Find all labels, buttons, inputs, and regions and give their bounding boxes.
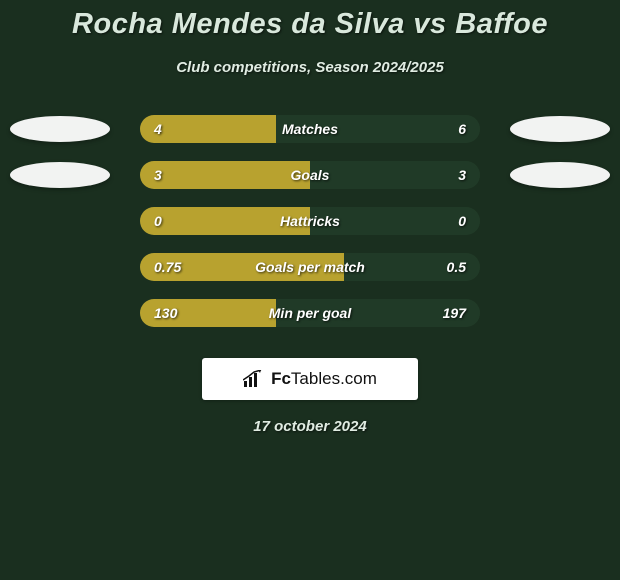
stat-bar-right [276, 299, 480, 327]
stat-bar-right [310, 161, 480, 189]
stat-row: Goals33 [0, 152, 620, 198]
player-right-marker [510, 116, 610, 142]
stat-row: Hattricks00 [0, 198, 620, 244]
stat-bar: Min per goal130197 [140, 299, 480, 327]
stat-bar-left [140, 207, 310, 235]
stat-bar-left [140, 299, 276, 327]
stat-bar: Goals per match0.750.5 [140, 253, 480, 281]
logo-box[interactable]: FcTables.com [202, 358, 418, 400]
logo-text: FcTables.com [271, 369, 377, 389]
subtitle: Club competitions, Season 2024/2025 [0, 59, 620, 76]
stat-bar-right [344, 253, 480, 281]
bar-chart-icon [243, 370, 265, 388]
stat-row: Goals per match0.750.5 [0, 244, 620, 290]
stat-bar-left [140, 253, 344, 281]
comparison-chart: Matches46 Goals33 Hattricks00 Goals per mat… [0, 106, 620, 336]
stat-bar-left [140, 115, 276, 143]
stat-bar: Goals33 [140, 161, 480, 189]
stat-bar-right [276, 115, 480, 143]
stat-row: Min per goal130197 [0, 290, 620, 336]
player-left-marker [10, 162, 110, 188]
player-left-marker [10, 116, 110, 142]
stat-row: Matches46 [0, 106, 620, 152]
stat-bar-right [310, 207, 480, 235]
stat-bar-left [140, 161, 310, 189]
stat-bar: Hattricks00 [140, 207, 480, 235]
date-label: 17 october 2024 [0, 418, 620, 435]
stat-bar: Matches46 [140, 115, 480, 143]
page-title: Rocha Mendes da Silva vs Baffoe [0, 0, 620, 41]
player-right-marker [510, 162, 610, 188]
